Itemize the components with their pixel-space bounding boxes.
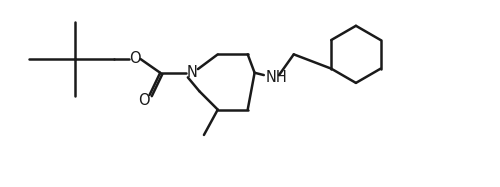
Text: NH: NH	[266, 70, 288, 85]
Text: O: O	[138, 93, 150, 108]
Text: N: N	[187, 65, 198, 80]
Text: O: O	[129, 51, 140, 66]
